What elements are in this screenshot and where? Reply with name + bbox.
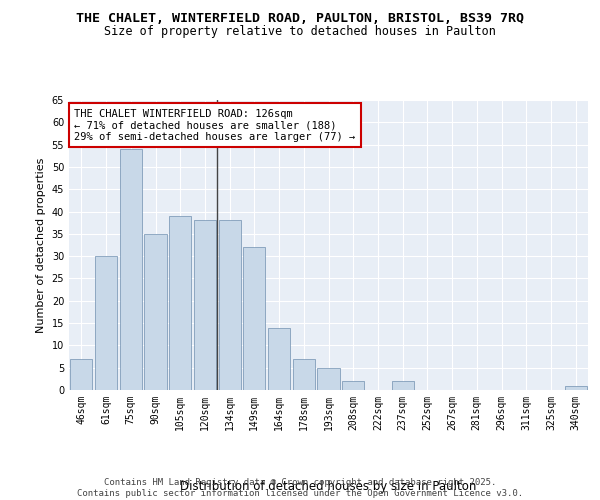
- Bar: [317, 368, 340, 390]
- Bar: [145, 234, 167, 390]
- Text: THE CHALET WINTERFIELD ROAD: 126sqm
← 71% of detached houses are smaller (188)
2: THE CHALET WINTERFIELD ROAD: 126sqm ← 71…: [74, 108, 355, 142]
- Y-axis label: Number of detached properties: Number of detached properties: [36, 158, 46, 332]
- Bar: [268, 328, 290, 390]
- Bar: [119, 149, 142, 390]
- Bar: [218, 220, 241, 390]
- Bar: [293, 359, 315, 390]
- Bar: [95, 256, 117, 390]
- X-axis label: Distribution of detached houses by size in Paulton: Distribution of detached houses by size …: [181, 480, 476, 493]
- Bar: [392, 381, 414, 390]
- Text: Size of property relative to detached houses in Paulton: Size of property relative to detached ho…: [104, 25, 496, 38]
- Bar: [243, 247, 265, 390]
- Bar: [169, 216, 191, 390]
- Text: Contains HM Land Registry data © Crown copyright and database right 2025.
Contai: Contains HM Land Registry data © Crown c…: [77, 478, 523, 498]
- Bar: [70, 359, 92, 390]
- Bar: [342, 381, 364, 390]
- Text: THE CHALET, WINTERFIELD ROAD, PAULTON, BRISTOL, BS39 7RQ: THE CHALET, WINTERFIELD ROAD, PAULTON, B…: [76, 12, 524, 26]
- Bar: [565, 386, 587, 390]
- Bar: [194, 220, 216, 390]
